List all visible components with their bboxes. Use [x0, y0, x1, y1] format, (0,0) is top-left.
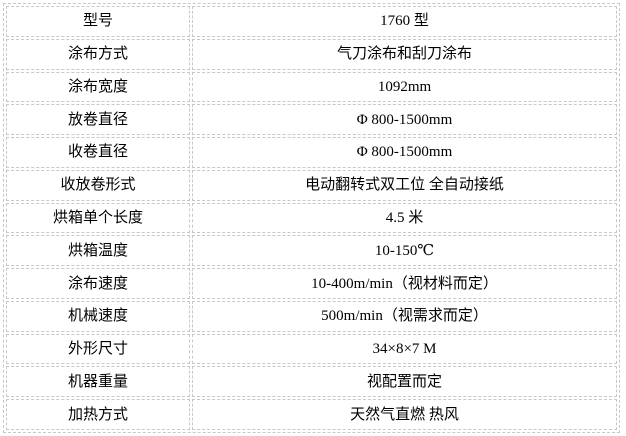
spec-row: 烘箱温度 10-150℃: [6, 235, 617, 267]
spec-value-cell: Φ 800-1500mm: [192, 137, 617, 168]
spec-row: 收放卷形式 电动翻转式双工位 全自动接纸: [6, 169, 617, 201]
spec-row: 机器重量 视配置而定: [6, 366, 617, 398]
spec-row: 外形尺寸 34×8×7 M: [6, 333, 617, 365]
spec-value-cell: 500m/min（视需求而定）: [192, 300, 617, 332]
spec-row: 型号 1760 型: [6, 6, 617, 37]
spec-value-cell: 视配置而定: [192, 366, 617, 398]
spec-label-cell: 放卷直径: [6, 104, 190, 136]
spec-value-cell: 1092mm: [192, 71, 617, 103]
spec-row: 机械速度 500m/min（视需求而定）: [6, 300, 617, 332]
spec-value-cell: 4.5 米: [192, 202, 617, 234]
spec-label-cell: 机器重量: [6, 366, 190, 398]
spec-label-cell: 外形尺寸: [6, 333, 190, 365]
spec-table: 型号 1760 型 涂布方式 气刀涂布和刮刀涂布 涂布宽度 1092mm 放卷直…: [3, 3, 620, 433]
spec-value-cell: 1760 型: [192, 6, 617, 37]
spec-row: 涂布宽度 1092mm: [6, 71, 617, 103]
spec-value-cell: 10-400m/min（视材料而定）: [192, 268, 617, 299]
spec-label-cell: 烘箱单个长度: [6, 202, 190, 234]
spec-value-cell: 电动翻转式双工位 全自动接纸: [192, 169, 617, 201]
spec-row: 加热方式 天然气直燃 热风: [6, 399, 617, 430]
spec-value-cell: Φ 800-1500mm: [192, 104, 617, 136]
spec-row: 烘箱单个长度 4.5 米: [6, 202, 617, 234]
spec-label-cell: 加热方式: [6, 399, 190, 430]
spec-value-cell: 10-150℃: [192, 235, 617, 267]
spec-label-cell: 收卷直径: [6, 137, 190, 168]
spec-row: 收卷直径 Φ 800-1500mm: [6, 137, 617, 168]
spec-value-cell: 34×8×7 M: [192, 333, 617, 365]
spec-label-cell: 涂布速度: [6, 268, 190, 299]
spec-label-cell: 型号: [6, 6, 190, 37]
spec-row: 涂布方式 气刀涂布和刮刀涂布: [6, 38, 617, 70]
spec-label-cell: 涂布方式: [6, 38, 190, 70]
spec-label-cell: 收放卷形式: [6, 169, 190, 201]
spec-label-cell: 烘箱温度: [6, 235, 190, 267]
spec-label-cell: 机械速度: [6, 300, 190, 332]
spec-value-cell: 天然气直燃 热风: [192, 399, 617, 430]
spec-label-cell: 涂布宽度: [6, 71, 190, 103]
spec-row: 涂布速度 10-400m/min（视材料而定）: [6, 268, 617, 299]
spec-value-cell: 气刀涂布和刮刀涂布: [192, 38, 617, 70]
spec-row: 放卷直径 Φ 800-1500mm: [6, 104, 617, 136]
